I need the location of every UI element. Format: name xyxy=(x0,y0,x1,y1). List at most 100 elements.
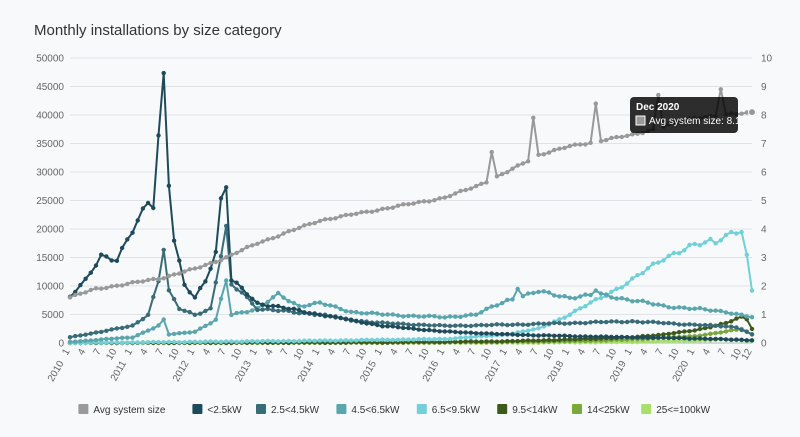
data-point xyxy=(531,321,536,327)
data-point xyxy=(260,307,265,312)
data-point xyxy=(208,339,213,344)
data-point xyxy=(93,338,99,343)
data-point xyxy=(182,340,187,345)
data-point xyxy=(203,339,208,344)
tooltip-body: Avg system size: 8.1 xyxy=(649,116,741,127)
data-point xyxy=(489,339,494,344)
data-point xyxy=(541,152,546,157)
data-point xyxy=(296,338,302,344)
data-point xyxy=(729,319,734,324)
data-point xyxy=(468,339,474,344)
data-point xyxy=(151,276,156,282)
data-point xyxy=(328,216,333,222)
data-point xyxy=(390,324,395,329)
data-point xyxy=(541,321,546,326)
data-point xyxy=(499,171,505,177)
legend-item[interactable]: 6.5<9.5kW xyxy=(416,404,481,416)
data-point xyxy=(702,322,708,328)
data-point xyxy=(687,336,692,341)
data-point xyxy=(156,133,161,138)
legend-item[interactable]: 2.5<4.5kW xyxy=(256,404,320,416)
data-point xyxy=(354,318,359,323)
data-point xyxy=(593,101,598,106)
y2-tick-label: 9 xyxy=(761,82,767,93)
data-point xyxy=(78,333,83,338)
y-tick-label: 5000 xyxy=(42,310,65,321)
data-point xyxy=(729,229,734,235)
data-point xyxy=(135,320,140,325)
legend-item[interactable]: 25<=100kW xyxy=(641,404,711,416)
data-point xyxy=(260,302,265,307)
data-point xyxy=(609,334,614,340)
data-point xyxy=(619,296,624,301)
data-point xyxy=(411,322,416,328)
data-point xyxy=(494,174,500,179)
data-point xyxy=(104,254,109,259)
data-point xyxy=(645,319,651,325)
data-point xyxy=(624,281,630,286)
data-point xyxy=(67,295,73,300)
data-point xyxy=(588,320,593,325)
data-point xyxy=(473,339,479,344)
data-point xyxy=(479,339,484,344)
data-point xyxy=(609,319,614,324)
data-point xyxy=(354,338,359,343)
data-point xyxy=(177,340,182,345)
data-point xyxy=(88,338,94,343)
data-point xyxy=(281,305,286,310)
data-point xyxy=(156,339,161,345)
data-point xyxy=(645,335,651,340)
data-point xyxy=(166,339,172,345)
data-point xyxy=(224,185,229,190)
data-point xyxy=(520,329,526,334)
data-point xyxy=(427,337,432,342)
data-point xyxy=(468,323,474,329)
data-point xyxy=(567,312,572,317)
data-point xyxy=(453,329,458,335)
data-point xyxy=(479,322,484,328)
data-point xyxy=(598,295,604,301)
legend-item[interactable]: 9.5<14kW xyxy=(497,404,558,416)
data-point xyxy=(328,338,333,343)
data-point xyxy=(671,331,677,336)
legend-item[interactable]: Avg system size xyxy=(78,404,166,416)
x-month-tick-label: 10 xyxy=(229,347,244,363)
data-point xyxy=(614,334,619,340)
data-point xyxy=(598,291,604,296)
data-point xyxy=(515,286,520,292)
data-point xyxy=(208,321,213,326)
x-year-tick-label: 2020 xyxy=(671,359,692,384)
data-point xyxy=(119,245,125,251)
data-point xyxy=(265,299,270,305)
data-point xyxy=(166,288,172,293)
x-month-tick-label: 7 xyxy=(529,347,542,358)
data-point xyxy=(114,340,120,345)
data-point xyxy=(552,320,557,326)
data-point xyxy=(453,323,458,328)
tooltip-title: Dec 2020 xyxy=(636,102,680,113)
data-point xyxy=(359,320,364,325)
data-point xyxy=(317,338,323,343)
data-point xyxy=(505,322,510,328)
legend-item[interactable]: <2.5kW xyxy=(192,404,242,416)
legend-item[interactable]: 4.5<6.5kW xyxy=(336,404,400,416)
data-point xyxy=(140,330,146,335)
data-point xyxy=(198,265,203,270)
data-point xyxy=(682,322,687,327)
legend-swatch xyxy=(78,404,89,414)
data-point xyxy=(135,279,140,284)
data-point xyxy=(609,135,614,141)
x-month-tick-label: 4 xyxy=(138,347,151,358)
data-point xyxy=(401,325,406,331)
data-point xyxy=(114,258,120,263)
data-point xyxy=(713,308,718,313)
data-point xyxy=(177,258,182,263)
data-point xyxy=(593,334,598,339)
data-point xyxy=(198,285,203,291)
data-point xyxy=(494,331,500,337)
data-point xyxy=(359,210,364,215)
legend-item[interactable]: 14<25kW xyxy=(572,404,630,416)
legend-swatch xyxy=(641,404,652,414)
data-point xyxy=(244,310,250,315)
data-point xyxy=(525,328,531,333)
